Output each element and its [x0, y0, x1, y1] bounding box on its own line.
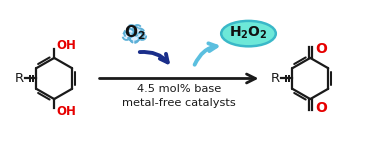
- Ellipse shape: [221, 21, 276, 46]
- Text: OH: OH: [56, 39, 76, 52]
- Text: 4.5 mol% base: 4.5 mol% base: [137, 84, 221, 94]
- Circle shape: [124, 29, 133, 38]
- Text: $\mathbf{O_2}$: $\mathbf{O_2}$: [124, 24, 146, 42]
- Circle shape: [138, 32, 146, 40]
- Text: $\mathbf{H_2O_2}$: $\mathbf{H_2O_2}$: [229, 25, 268, 41]
- Text: O: O: [315, 101, 327, 115]
- Circle shape: [122, 32, 130, 40]
- Text: metal-free catalysts: metal-free catalysts: [122, 98, 236, 108]
- Circle shape: [135, 29, 144, 38]
- Text: O: O: [315, 42, 327, 56]
- Circle shape: [127, 27, 142, 42]
- Text: OH: OH: [56, 104, 76, 117]
- Text: R: R: [270, 72, 279, 85]
- Circle shape: [130, 34, 139, 43]
- Text: R: R: [14, 72, 23, 85]
- Circle shape: [127, 25, 136, 34]
- Circle shape: [133, 25, 142, 34]
